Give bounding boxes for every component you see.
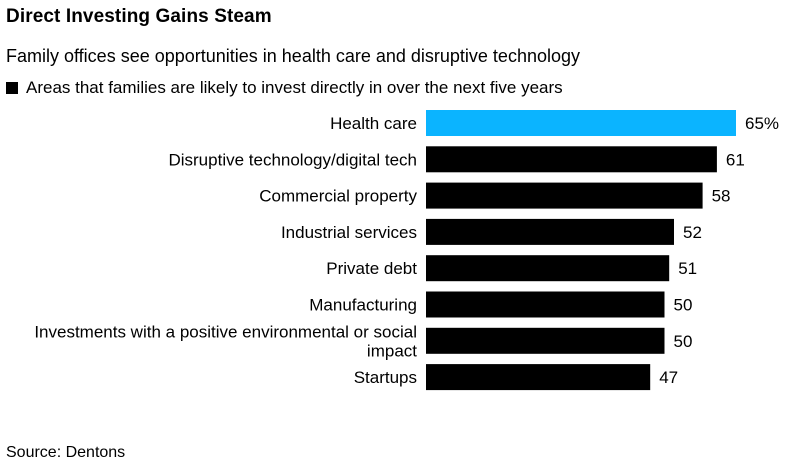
value-label-1: 61 <box>726 150 745 169</box>
bar-7 <box>426 364 651 391</box>
category-label-5: Manufacturing <box>309 296 417 315</box>
legend-label: Areas that families are likely to invest… <box>26 78 563 97</box>
bar-5 <box>426 291 665 318</box>
bar-2 <box>426 182 703 209</box>
value-label-0: 65% <box>745 114 779 133</box>
value-label-7: 47 <box>659 368 678 387</box>
chart-subtitle: Family offices see opportunities in heal… <box>6 46 580 66</box>
category-label-2: Commercial property <box>259 187 417 206</box>
bar-6 <box>426 327 665 354</box>
bar-3 <box>426 218 674 245</box>
value-label-4: 51 <box>678 259 697 278</box>
category-label-1: Disruptive technology/digital tech <box>168 150 417 169</box>
category-label-7: Startups <box>354 368 417 387</box>
category-label-3: Industrial services <box>281 223 417 242</box>
value-label-3: 52 <box>683 223 702 242</box>
legend-swatch <box>6 82 18 94</box>
value-label-2: 58 <box>712 187 731 206</box>
category-label-0: Health care <box>330 114 417 133</box>
chart-title: Direct Investing Gains Steam <box>6 6 272 27</box>
category-label-6: Investments with a positive environmenta… <box>34 322 417 360</box>
bar-1 <box>426 146 717 173</box>
value-label-5: 50 <box>674 296 693 315</box>
source-note: Source: Dentons <box>6 444 126 461</box>
category-label-4: Private debt <box>326 259 417 278</box>
value-label-6: 50 <box>674 332 693 351</box>
bar-0 <box>426 110 736 136</box>
bar-4 <box>426 255 670 282</box>
legend: Areas that families are likely to invest… <box>6 78 563 98</box>
